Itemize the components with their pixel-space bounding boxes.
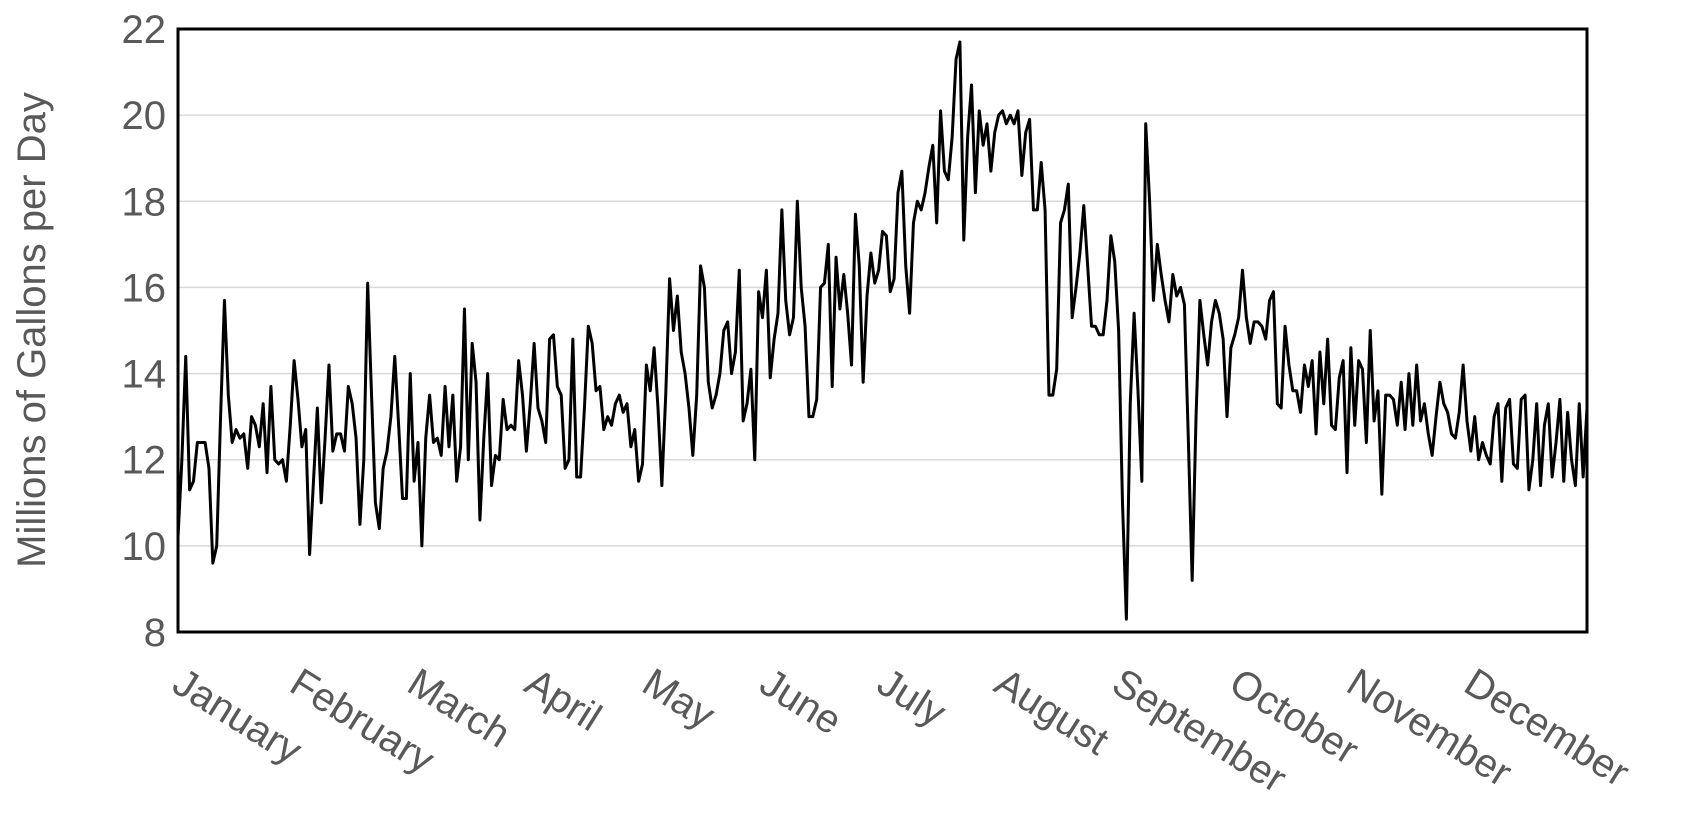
data-line <box>176 40 1589 621</box>
y-tick-label: 14 <box>122 353 167 397</box>
y-tick-label: 10 <box>122 525 167 569</box>
y-tick-label: 20 <box>122 94 167 138</box>
x-tick-label: May <box>635 660 722 737</box>
x-tick-label: June <box>752 660 849 743</box>
y-tick-label: 18 <box>122 180 167 224</box>
y-tick-label: 8 <box>144 611 166 655</box>
x-tick-label: January <box>165 660 309 773</box>
y-tick-label: 22 <box>122 8 167 52</box>
x-tick-label: April <box>517 660 608 740</box>
y-axis-title: Millions of Gallons per Day <box>10 92 54 568</box>
plot-border <box>176 27 1589 634</box>
y-tick-label: 16 <box>122 266 167 310</box>
x-tick-label: August <box>987 660 1116 763</box>
y-tick-label: 12 <box>122 439 167 483</box>
x-tick-label: July <box>870 660 954 735</box>
